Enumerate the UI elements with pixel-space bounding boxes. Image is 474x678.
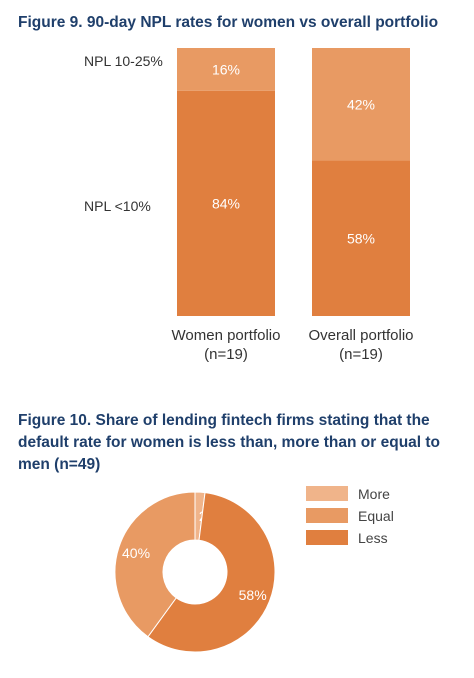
category-note: (n=19)	[204, 346, 248, 363]
figure-10-title: Figure 10. Share of lending fintech firm…	[18, 412, 441, 473]
series-label: NPL 10-25%	[84, 53, 163, 69]
bar-segment-npl-10-25-overall	[312, 48, 410, 161]
data-label: 16%	[212, 61, 240, 77]
category-note: (n=19)	[339, 346, 383, 363]
donut-slice-equal	[114, 491, 196, 638]
category-label: Women portfolio	[172, 327, 281, 344]
data-label: 58%	[347, 230, 375, 246]
figure-9-title: Figure 9. 90-day NPL rates for women vs …	[18, 14, 439, 31]
legend-swatch-more	[306, 486, 348, 501]
legend-label: More	[358, 486, 390, 502]
bar-segment-npl-10-25-women	[177, 48, 275, 91]
npl-stacked-bar-chart: 84% 16% Women portfolio (n=19) 58% 42% Overall…	[84, 48, 414, 363]
category-label: Overall portfolio	[308, 327, 413, 344]
slice-label: 40%	[122, 545, 150, 561]
series-label: NPL <10%	[84, 198, 151, 214]
data-label: 42%	[347, 96, 375, 112]
bar-segment-npl-under-10-women	[177, 90, 275, 316]
slice-label: 58%	[239, 587, 267, 603]
legend-swatch-equal	[306, 508, 348, 523]
donut-slice-less	[147, 492, 276, 653]
legend-label: Less	[358, 530, 388, 546]
legend-swatch-less	[306, 530, 348, 545]
data-label: 84%	[212, 195, 240, 211]
bar-segment-npl-under-10-overall	[312, 160, 410, 316]
legend-label: Equal	[358, 508, 394, 524]
